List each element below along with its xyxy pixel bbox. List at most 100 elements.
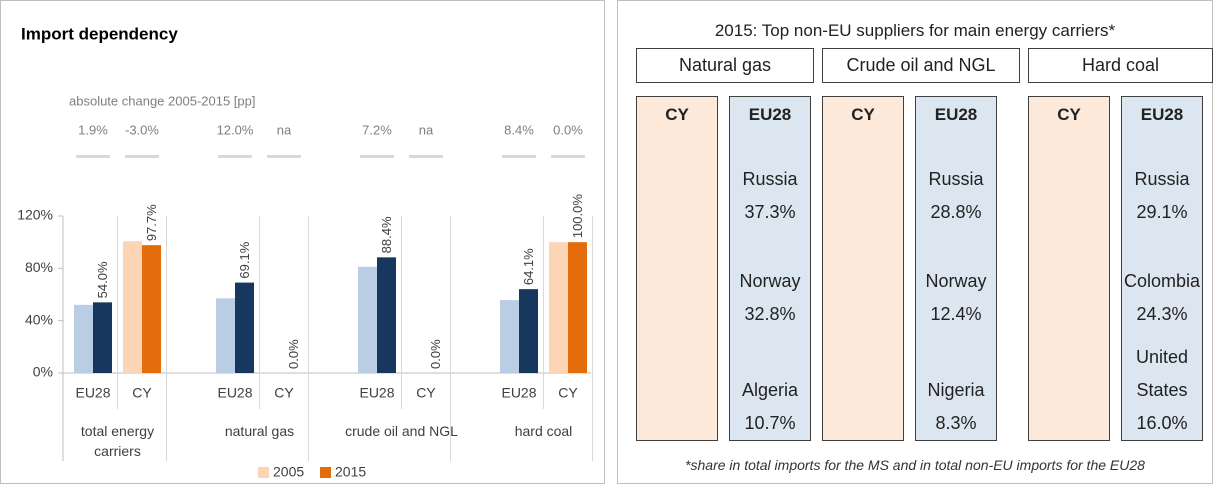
share: 29.1% [1136,202,1188,222]
change-bar [125,155,159,158]
column-label: CY [851,105,875,124]
share: 32.8% [744,304,796,324]
group-label: total energy carriers [80,423,155,459]
change-bar [267,155,301,158]
supplier-column: CY [636,96,718,441]
legend-label: 2015 [335,464,366,480]
supplier-entry: Russia 37.3% [730,163,810,229]
bar [549,242,568,373]
supplier-entry: Russia 28.8% [916,163,996,229]
change-label: -3.0% [125,122,159,137]
country: Norway [925,271,987,291]
value-label: 54.0% [95,261,110,298]
share: 10.7% [744,413,796,433]
change-label: na [419,122,434,137]
x-tick-label: CY [558,385,578,401]
bar [123,241,142,373]
change-label: na [277,122,292,137]
bar [216,298,235,373]
value-label: 69.1% [237,241,252,278]
supplier-entry: Colombia 24.3% [1122,265,1202,331]
bar [93,302,112,373]
change-bar [551,155,585,158]
share: 8.3% [935,413,977,433]
country: Russia [928,169,984,189]
supplier-column: EU28 Russia 29.1% Colombia 24.3% United State… [1121,96,1203,441]
footnote: *share in total imports for the MS and i… [685,457,1145,473]
group-label: crude oil and NGL [345,423,458,439]
country: Algeria [741,380,799,400]
chart-subtitle: absolute change 2005-2015 [pp] [69,93,256,108]
suppliers-title: 2015: Top non-EU suppliers for main ener… [714,21,1116,40]
supplier-column: CY [1028,96,1110,441]
bar [142,245,161,373]
y-tick-label: 40% [25,311,53,327]
column-label: EU28 [934,105,978,124]
country: Norway [739,271,801,291]
share: 16.0% [1136,413,1188,433]
x-tick-label: EU28 [217,385,252,401]
bar [568,242,587,373]
carrier-header: Hard coal [1028,48,1213,83]
supplier-entry: United States 16.0% [1122,341,1202,440]
column-label: CY [1057,105,1081,124]
change-label: 8.4% [504,122,534,137]
change-label: 7.2% [362,122,392,137]
column-label: CY [665,105,689,124]
country: United States [1135,347,1189,400]
country: Russia [1134,169,1190,189]
x-tick-label: CY [416,385,436,401]
y-tick-label: 80% [25,259,53,275]
change-label: 12.0% [217,122,254,137]
group-label: natural gas [224,423,295,439]
value-label: 0.0% [428,339,443,369]
legend-swatch [320,467,331,478]
country: Nigeria [927,380,985,400]
import-panel: Import dependency absolute change 2005-2… [0,0,605,484]
change-label: 0.0% [553,122,583,137]
country: Colombia [1124,271,1201,291]
supplier-entry: Nigeria 8.3% [916,374,996,440]
x-tick-label: EU28 [75,385,110,401]
legend-swatch [258,467,269,478]
change-bar [502,155,536,158]
share: 24.3% [1136,304,1188,324]
suppliers-panel: 2015: Top non-EU suppliers for main ener… [617,0,1213,484]
value-label: 64.1% [521,248,536,285]
change-bar [360,155,394,158]
supplier-column: EU28 Russia 37.3% Norway 32.8% Algeria 10.7% [729,96,811,441]
supplier-column: CY [822,96,904,441]
x-tick-label: EU28 [501,385,536,401]
column-label: EU28 [1140,105,1184,124]
y-tick-label: 120% [17,207,53,223]
bar [500,300,519,373]
change-bar [409,155,443,158]
bar [74,304,93,373]
share: 12.4% [930,304,982,324]
bar [235,282,254,373]
x-tick-label: CY [132,385,152,401]
change-label: 1.9% [78,122,108,137]
y-tick-label: 0% [33,364,53,380]
supplier-entry: Norway 32.8% [730,265,810,331]
share: 28.8% [930,202,982,222]
share: 37.3% [744,202,796,222]
value-label: 88.4% [379,216,394,253]
supplier-entry: Algeria 10.7% [730,374,810,440]
chart-title: Import dependency [21,24,178,43]
carrier-header: Crude oil and NGL [822,48,1020,83]
x-tick-label: CY [274,385,294,401]
group-label: hard coal [514,423,573,439]
value-label: 0.0% [286,339,301,369]
supplier-entry: Russia 29.1% [1122,163,1202,229]
supplier-column: EU28 Russia 28.8% Norway 12.4% Nigeria 8.3% [915,96,997,441]
x-tick-label: EU28 [359,385,394,401]
column-label: EU28 [748,105,792,124]
change-bar [76,155,110,158]
bar [519,289,538,373]
change-bar [218,155,252,158]
carrier-header: Natural gas [636,48,814,83]
bar [377,257,396,373]
bar [358,266,377,373]
